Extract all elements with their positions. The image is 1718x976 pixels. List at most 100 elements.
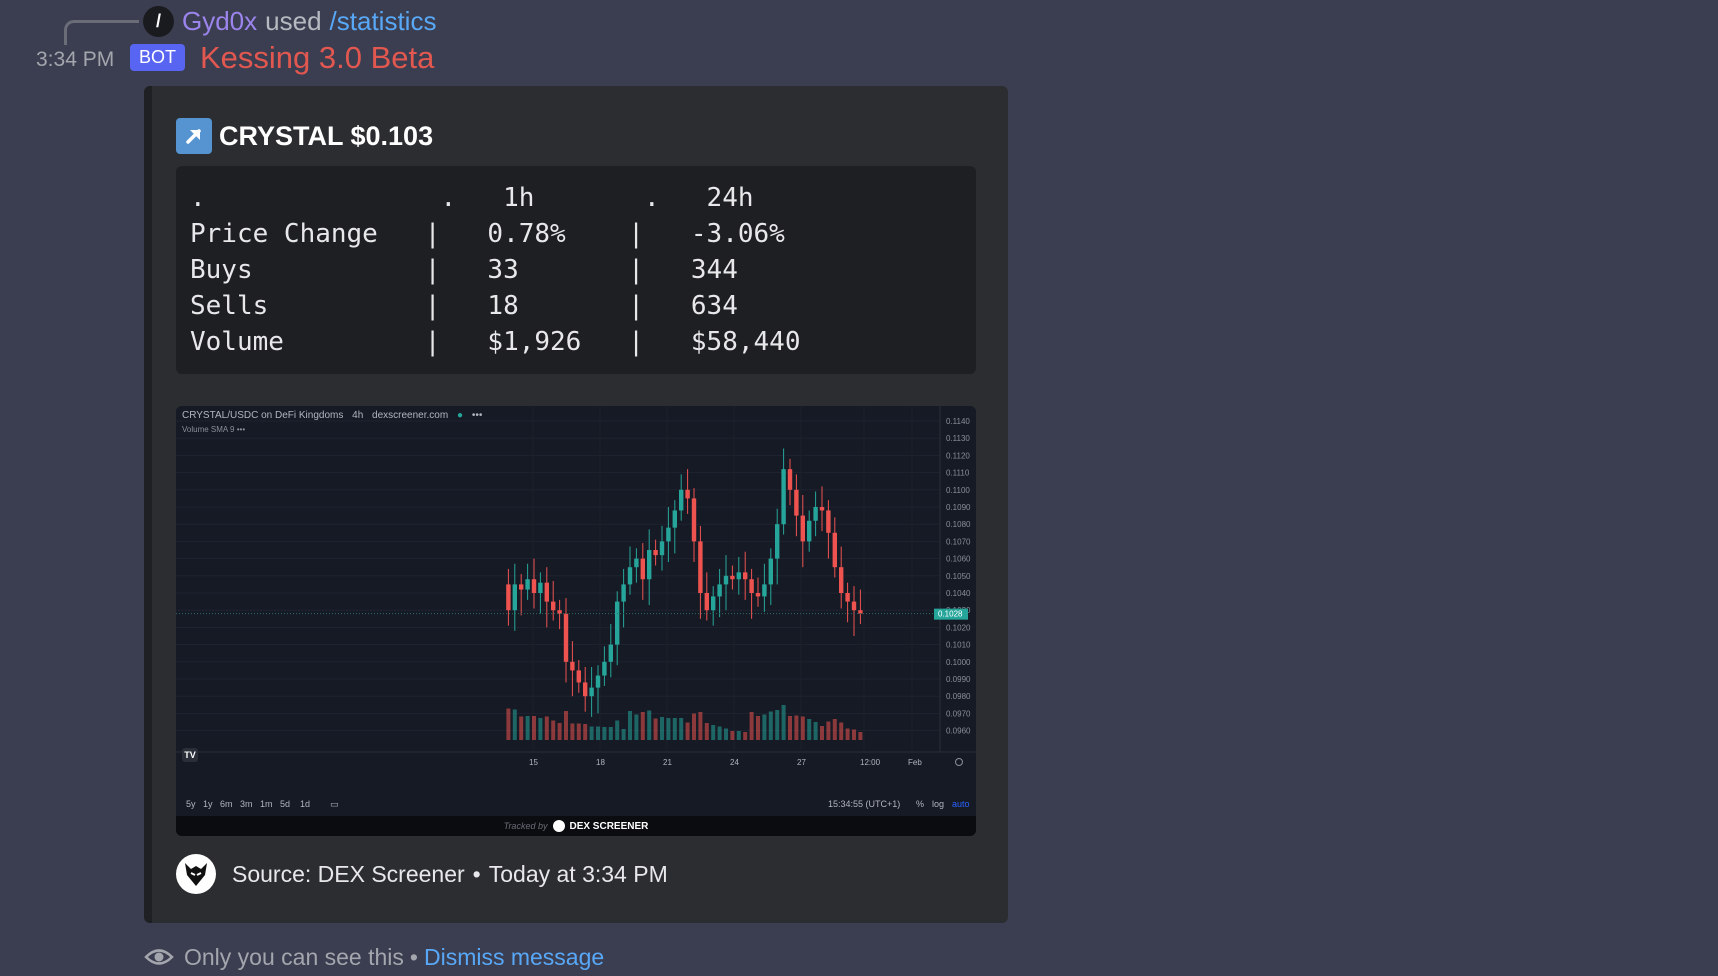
price-chart-image[interactable]: 0.1140 0.1130 0.1120 0.1110 0.1100 0.1090 0.10… [176,406,976,836]
percent-toggle[interactable]: % [916,799,925,809]
x-tick-label: 21 [663,758,672,767]
volume-bar [640,712,645,740]
ephemeral-separator: • [409,943,418,970]
candle-body [685,489,690,499]
volume-bar [730,731,735,740]
calendar-icon[interactable]: ▭ [330,799,339,809]
range-1y[interactable]: 1y [203,799,213,809]
volume-bar [768,711,773,740]
candle-body [544,582,549,602]
volume-bar [532,716,536,740]
footer-separator: • [472,860,481,887]
candle-body [602,661,607,676]
eye-icon [144,949,174,965]
candle-body [647,550,652,580]
stats-volume-row: Volume | $1,926 | $58,440 [190,327,801,357]
volume-bar [698,712,703,740]
range-5y[interactable]: 5y [186,799,196,809]
candle-body [627,567,633,585]
candle-body [781,469,786,525]
volume-bar [679,718,684,740]
candle-body [832,532,837,568]
settings-icon[interactable] [955,758,963,766]
auto-toggle[interactable]: auto [952,799,970,809]
chart-bottom-toolbar: 5y 1y 6m 3m 1m 5d 1d ▭ 15:34:55 (UTC+1) … [176,792,976,816]
volume-bar [736,731,741,740]
range-5d[interactable]: 5d [280,799,291,809]
candle-body [800,515,805,542]
reply-username[interactable]: Gyd0x [182,5,258,36]
x-tick-label: 12:00 [860,758,881,767]
volume-bar [653,718,658,740]
candle-body [576,670,581,683]
candlestick-chart: 0.1140 0.1130 0.1120 0.1110 0.1100 0.1090 0.10… [176,406,976,816]
x-tick-label: 18 [596,758,605,767]
candle-body [813,507,818,521]
candle-body [755,593,761,597]
dismiss-message-link[interactable]: Dismiss message [423,943,605,970]
volume-bar [672,718,677,740]
candle-body [743,572,748,580]
embed-footer: Source: DEX Screener • Today at 3:34 PM [176,852,668,896]
tradingview-logo: TV [182,748,198,762]
volume-bar [685,722,690,740]
range-1d[interactable]: 1d [300,799,311,809]
message-timestamp[interactable]: 3:34 PM [36,48,115,71]
x-tick-label: 15 [529,758,538,767]
current-price-badge [934,608,968,620]
volume-bar [506,708,511,740]
volume-bar [852,729,856,740]
candle-body [615,601,620,645]
reply-command-link[interactable]: /statistics [329,5,437,36]
y-tick-label: 0.1000 [946,658,971,667]
candle-body [698,541,703,593]
volume-bar [813,722,818,740]
y-tick-label: 0.1140 [946,417,970,426]
volume-bar [724,728,728,740]
candle-body [845,593,850,602]
volume-bar [788,716,792,740]
arrow-up-right-icon [176,118,212,154]
volume-bar [756,716,760,740]
y-tick-label: 0.0980 [946,692,971,701]
volume-indicator-label: Volume SMA 9 ••• [182,425,246,434]
reply-connector [64,20,139,45]
volume-bar [557,723,562,740]
candle-body [787,469,793,490]
candle-body [634,558,639,568]
candle-body [839,567,844,593]
x-tick-label: Feb [908,758,922,767]
candle-body [826,510,831,533]
log-toggle[interactable]: log [932,799,945,809]
volume-bar [634,714,639,740]
volume-bar [660,717,664,740]
reply-context[interactable]: / Gyd0x used /statistics [143,4,436,38]
y-tick-label: 0.1060 [946,555,971,564]
ephemeral-text: Only you can see this [184,943,404,970]
volume-bar [628,711,632,740]
candle-body [711,596,716,611]
volume-bar [615,720,620,740]
embed-title-text: CRYSTAL $0.103 [219,120,434,151]
volume-bar [781,705,786,740]
volume-bar [826,721,831,740]
volume-bar [576,723,581,740]
volume-bar [762,714,767,740]
y-tick-label: 0.0970 [946,709,971,718]
volume-bar [512,709,517,740]
volume-bar [692,713,696,740]
volume-bar [525,716,530,740]
range-1m[interactable]: 1m [260,799,273,809]
volume-bar [538,718,543,740]
range-6m[interactable]: 6m [220,799,233,809]
candle-body [653,550,658,556]
volume-bar [743,732,748,740]
candle-body [672,510,677,528]
message-author[interactable]: Kessing 3.0 Beta [200,40,435,75]
candle-body [717,584,722,597]
volume-bar [589,726,594,740]
candle-body [621,584,626,602]
range-3m[interactable]: 3m [240,799,253,809]
current-price-label: 0.1028 [938,610,963,619]
y-tick-label: 0.1020 [946,623,971,632]
